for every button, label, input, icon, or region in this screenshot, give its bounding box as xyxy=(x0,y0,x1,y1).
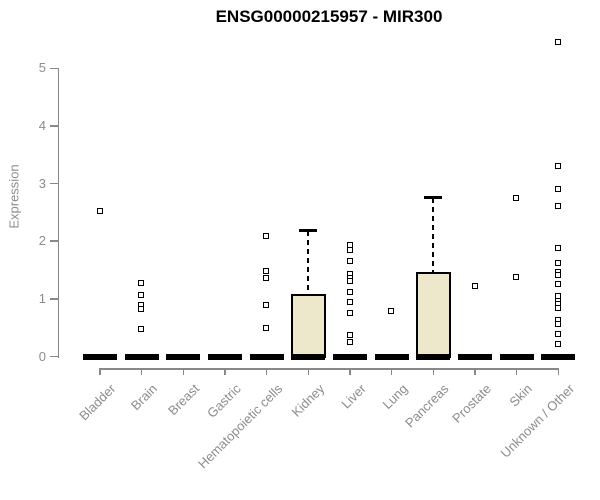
y-tick xyxy=(49,355,58,358)
x-tick-label: Breast xyxy=(164,381,202,419)
x-tick xyxy=(349,368,351,375)
x-tick xyxy=(307,368,310,375)
whisker xyxy=(307,230,310,295)
median-bar xyxy=(166,353,201,360)
outlier-point xyxy=(346,299,353,306)
outlier-point xyxy=(346,339,353,346)
outlier-point xyxy=(471,282,478,289)
x-tick-label: Brain xyxy=(128,381,161,414)
outlier-point xyxy=(388,308,395,315)
outlier-point xyxy=(554,185,561,192)
outlier-point xyxy=(554,203,561,210)
x-tick xyxy=(515,368,518,375)
x-tick xyxy=(432,368,435,375)
x-tick xyxy=(224,368,226,375)
outlier-point xyxy=(263,274,270,281)
outlier-point xyxy=(138,292,145,299)
box xyxy=(290,294,326,359)
y-tick-label: 4 xyxy=(38,117,46,133)
y-tick-label: 2 xyxy=(38,233,46,249)
outlier-point xyxy=(554,341,561,348)
outlier-point xyxy=(346,246,353,253)
y-tick xyxy=(49,298,58,300)
outlier-point xyxy=(263,268,270,275)
x-axis-line xyxy=(99,368,560,370)
y-tick-label: 3 xyxy=(38,175,46,191)
median-bar xyxy=(124,353,159,360)
x-tick-label: Skin xyxy=(506,381,536,410)
x-tick-label: Bladder xyxy=(76,381,119,424)
y-tick xyxy=(49,182,58,185)
outlier-point xyxy=(263,233,270,240)
outlier-point xyxy=(554,38,561,45)
x-tick-label: Kidney xyxy=(288,381,327,420)
outlier-point xyxy=(138,280,145,287)
outlier-point xyxy=(554,162,561,169)
outlier-point xyxy=(263,302,270,309)
x-tick-label: Unknown / Other xyxy=(497,381,577,461)
outlier-point xyxy=(554,280,561,287)
whisker-cap xyxy=(424,196,443,200)
median-bar xyxy=(416,353,451,360)
x-tick xyxy=(390,368,393,375)
x-tick xyxy=(474,368,476,375)
x-tick-label: Lung xyxy=(379,381,411,413)
x-tick xyxy=(99,368,101,375)
outlier-point xyxy=(554,321,561,328)
outlier-point xyxy=(346,289,353,296)
y-tick xyxy=(49,67,58,70)
y-tick-label: 1 xyxy=(38,290,46,306)
y-tick xyxy=(49,125,58,127)
x-tick-label: Liver xyxy=(338,381,369,412)
whisker-cap xyxy=(299,229,318,233)
median-bar xyxy=(374,353,409,360)
x-tick-label: Prostate xyxy=(448,381,494,426)
outlier-point xyxy=(554,259,561,266)
outlier-point xyxy=(96,207,103,214)
x-tick xyxy=(557,368,560,375)
median-bar xyxy=(291,353,326,360)
outlier-point xyxy=(513,274,520,281)
chart-title: ENSG00000215957 - MIR300 xyxy=(215,7,443,26)
outlier-point xyxy=(138,305,145,312)
outlier-point xyxy=(346,257,353,264)
y-axis-line xyxy=(57,68,59,358)
x-tick xyxy=(140,368,143,375)
outlier-point xyxy=(554,304,561,311)
x-tick xyxy=(182,368,185,375)
box xyxy=(415,272,451,359)
x-tick-label: Gastric xyxy=(203,381,244,421)
median-bar xyxy=(458,353,493,360)
median-bar xyxy=(499,353,534,360)
median-bar xyxy=(208,353,242,360)
x-tick-label: Pancreas xyxy=(402,381,452,431)
y-tick-label: 5 xyxy=(38,60,46,76)
outlier-point xyxy=(346,331,353,338)
outlier-point xyxy=(513,195,520,202)
median-bar xyxy=(249,353,284,360)
outlier-point xyxy=(263,324,270,331)
outlier-point xyxy=(554,245,561,252)
median-bar xyxy=(333,353,368,360)
outlier-point xyxy=(346,278,353,285)
y-tick xyxy=(49,240,58,242)
outlier-point xyxy=(346,309,353,316)
outlier-point xyxy=(554,330,561,337)
median-bar xyxy=(83,353,117,360)
x-tick xyxy=(265,368,268,375)
y-axis-label: Expression xyxy=(6,164,22,229)
outlier-point xyxy=(554,272,561,279)
whisker xyxy=(432,197,435,273)
median-bar xyxy=(541,353,576,360)
y-tick-label: 0 xyxy=(38,348,46,364)
outlier-point xyxy=(138,325,145,332)
